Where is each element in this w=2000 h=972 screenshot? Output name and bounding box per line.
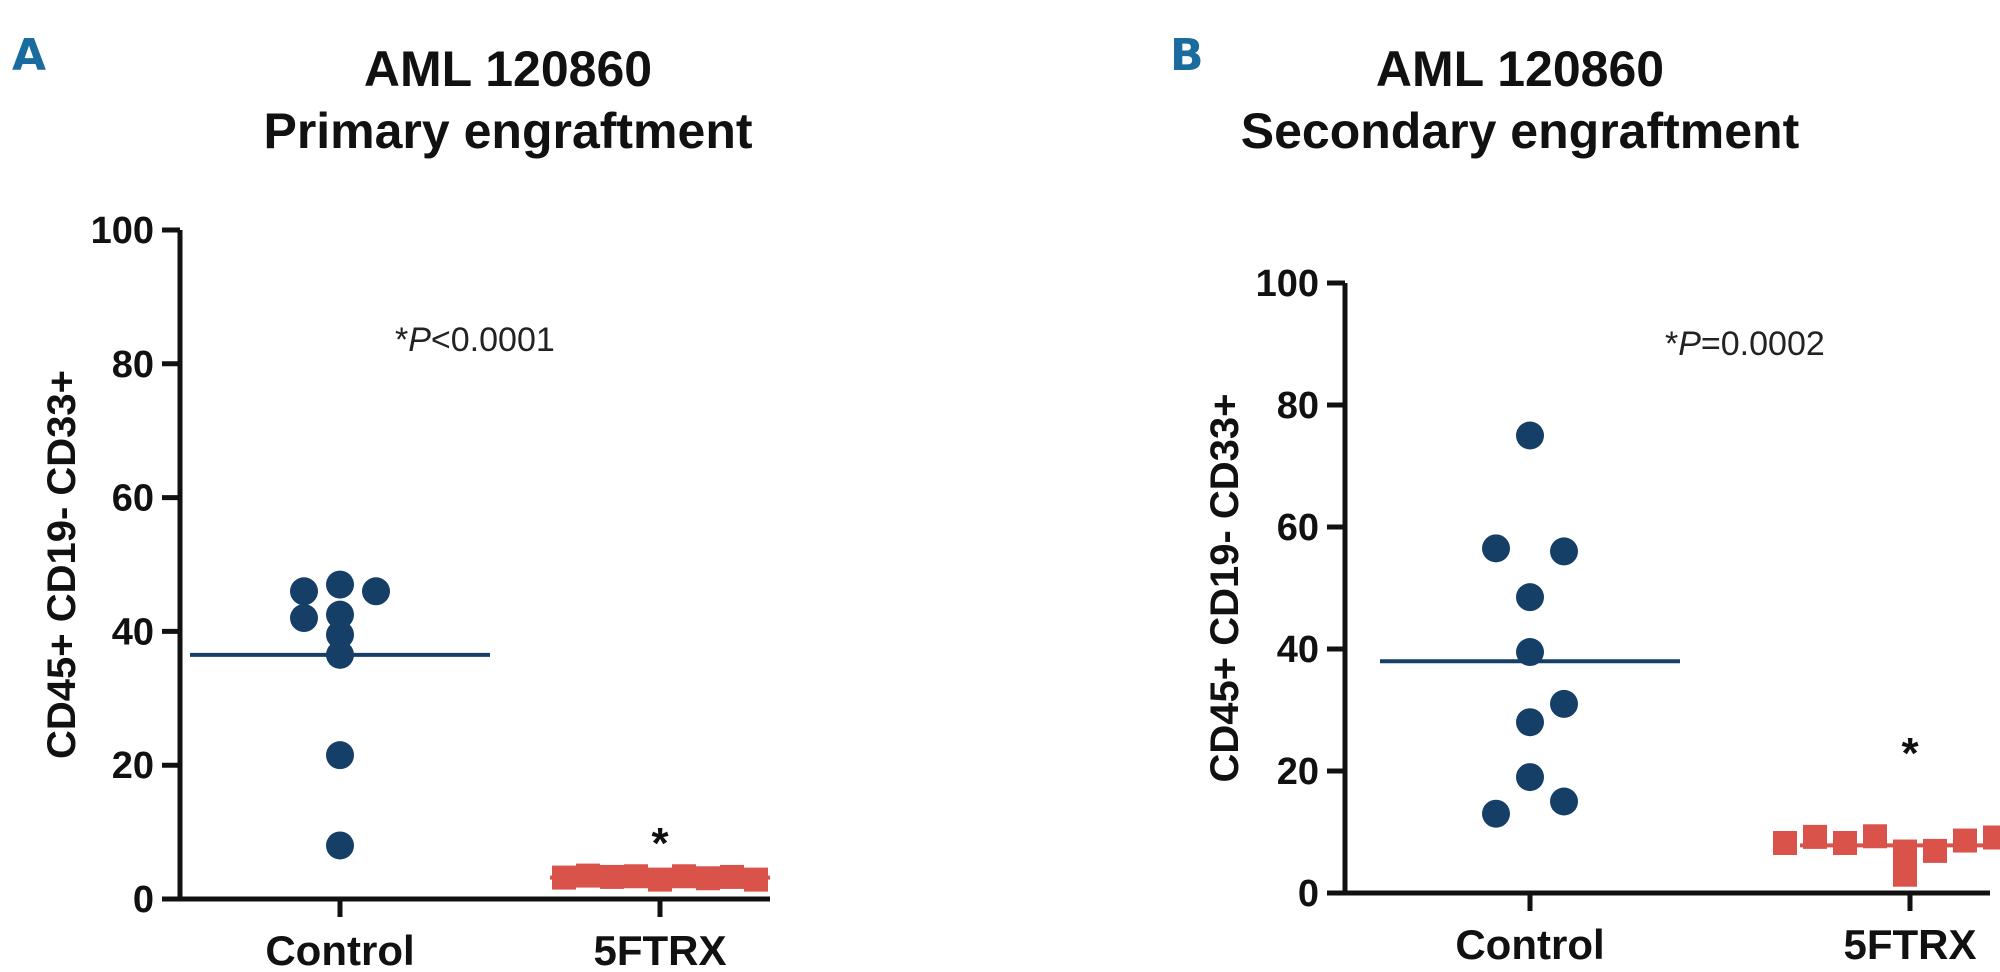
control-data-point	[1516, 638, 1544, 667]
control-data-point	[1550, 537, 1578, 566]
control-data-point	[1550, 689, 1578, 718]
control-data-point	[1516, 421, 1544, 450]
y-tick-label: 40	[1277, 629, 1319, 671]
significance-star: *	[651, 819, 669, 868]
y-tick-label: 20	[112, 745, 154, 787]
treated-data-point	[1833, 830, 1857, 855]
title-line-1: AML 120860	[363, 41, 653, 97]
treated-data-point	[1863, 824, 1887, 849]
control-data-point	[1516, 708, 1544, 737]
control-data-point	[290, 604, 318, 633]
treated-data-point	[648, 867, 672, 892]
control-data-point	[326, 741, 354, 770]
x-category-label: Control	[265, 927, 414, 972]
x-category-label: 5FTRX	[593, 927, 726, 972]
control-data-point	[1516, 763, 1544, 792]
chart-title: AML 120860 Primary engraftment	[8, 38, 1008, 162]
control-data-point	[1482, 534, 1510, 563]
title-line-2: Primary engraftment	[263, 103, 753, 159]
treated-data-point	[1773, 830, 1797, 855]
y-tick-label: 100	[1256, 263, 1319, 305]
y-axis-label: CD45+ CD19- CD33+	[1203, 393, 1247, 782]
chart-title: AML 120860 Secondary engraftment	[1020, 38, 2000, 162]
treated-data-point	[696, 866, 720, 891]
treated-data-point	[1923, 838, 1947, 863]
panel-letter: A	[12, 30, 47, 81]
treated-data-point	[720, 864, 744, 889]
treated-data-point	[1803, 824, 1827, 849]
treated-data-point	[744, 867, 768, 892]
y-tick-label: 20	[1277, 751, 1319, 793]
treated-data-point	[1983, 825, 2000, 850]
treated-data-point	[552, 865, 576, 890]
scatter-chart-primary: 0 20 40 60 80 100 Control 5FTRX CD45+ CD19- CD33…	[40, 210, 770, 972]
control-data-point	[290, 577, 318, 606]
title-line-2: Secondary engraftment	[1240, 103, 1800, 159]
significance-star: *	[1901, 729, 1919, 778]
y-tick-label: 80	[112, 344, 154, 386]
p-value-annotation: *P<0.0001	[395, 321, 555, 359]
panel-a: A AML 120860 Primary engraftment 0 20 40 60…	[12, 30, 770, 972]
treated-data-point	[600, 864, 624, 889]
control-data-point	[1550, 787, 1578, 816]
control-data-point	[326, 600, 354, 629]
control-data-point	[1516, 583, 1544, 612]
treated-data-point	[576, 863, 600, 888]
y-tick-label: 40	[112, 611, 154, 653]
y-tick-label: 80	[1277, 385, 1319, 427]
y-tick-label: 0	[1298, 873, 1319, 915]
y-tick-label: 60	[1277, 507, 1319, 549]
panel-letter: B	[1170, 30, 1204, 81]
y-tick-label: 60	[112, 478, 154, 520]
control-data-point	[326, 570, 354, 599]
treated-data-point	[624, 864, 648, 889]
control-data-point	[326, 831, 354, 860]
control-data-point	[362, 577, 390, 606]
treated-data-point	[1953, 828, 1977, 853]
x-category-label: Control	[1455, 921, 1604, 968]
scatter-chart-secondary: 0 20 40 60 80 100 Control 5FTRX CD45+ CD19- CD33…	[1203, 263, 2000, 968]
treated-data-point	[1893, 839, 1917, 864]
control-data-point	[326, 620, 354, 649]
treated-data-point	[672, 864, 696, 889]
p-value-annotation: *P=0.0002	[1665, 325, 1825, 363]
title-line-1: AML 120860	[1375, 41, 1665, 97]
y-axis-label: CD45+ CD19- CD33+	[40, 370, 84, 759]
treated-data-point	[1893, 862, 1917, 887]
control-data-point	[1482, 799, 1510, 828]
y-tick-label: 100	[91, 210, 154, 252]
y-tick-label: 0	[133, 879, 154, 921]
panel-b: B AML 120860 Secondary engraftment 0 20 40…	[1000, 0, 2000, 972]
x-category-label: 5FTRX	[1843, 921, 1976, 968]
